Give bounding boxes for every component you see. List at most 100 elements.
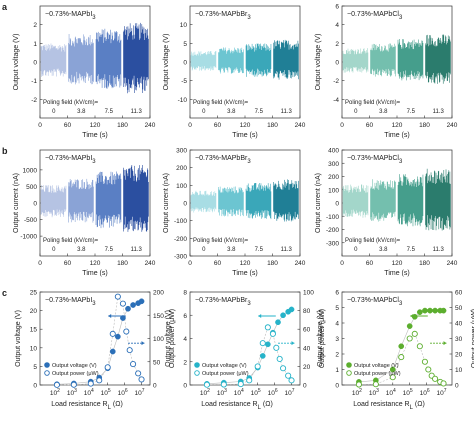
x-tick-label: 102	[200, 388, 210, 397]
y-tick-label: -100	[326, 214, 339, 221]
x-axis-label: Load resistance RL (Ω)	[201, 401, 273, 411]
legend-voltage-label: Output voltage (V)	[202, 363, 247, 369]
y-tick-label: 0	[335, 383, 339, 390]
poling-field-value: 3.8	[227, 247, 236, 253]
signal-segment-11.3	[123, 22, 149, 94]
x-tick-label: 106	[420, 388, 430, 397]
chart-title: −0.73%-MAPbI3	[45, 155, 96, 165]
x-tick-label: 60	[366, 122, 374, 129]
poling-field-value: 3.8	[227, 109, 236, 115]
y2-tick-label: 60	[455, 290, 463, 297]
power-point	[421, 358, 428, 365]
x-tick-label: 103	[67, 388, 77, 397]
poling-field-value: 7.5	[255, 109, 264, 115]
x-tick-label: 120	[90, 122, 101, 129]
legend-power-label: Output power (μW)	[202, 371, 249, 377]
power-point	[119, 300, 126, 307]
power-point	[123, 328, 130, 335]
y2-axis-label: Output power (μW)	[471, 309, 474, 368]
power-point	[406, 335, 413, 342]
power-point	[87, 380, 94, 387]
y-tick-label: 2	[183, 359, 187, 366]
y2-tick-label: 50	[455, 305, 463, 312]
voltage-point	[422, 307, 428, 314]
poling-field-label: Poling field (kV/cm)=	[193, 238, 249, 244]
chart-panel-b-1: −0.73%-MAPbI3 -1000 -500 0 500 1000 0 60 120 180 2…	[13, 149, 156, 277]
x-tick-label: 0	[340, 122, 344, 129]
y-tick-label: 1	[335, 367, 339, 374]
x-tick-label: 120	[392, 122, 403, 129]
legend-power-marker	[44, 370, 50, 376]
power-point	[440, 380, 447, 387]
x-tick-label: 180	[117, 260, 128, 267]
legend-voltage-label: Output voltage (V)	[354, 363, 399, 369]
x-tick-exponent: 2	[57, 388, 60, 394]
voltage-point	[398, 343, 405, 350]
x-tick-exponent: 6	[275, 388, 278, 394]
x-tick-label: 0	[340, 260, 344, 267]
poling-field-value: 7.5	[407, 247, 416, 253]
voltage-point	[280, 312, 286, 319]
x-tick-exponent: 4	[241, 388, 244, 394]
y-tick-label: 5	[33, 364, 37, 371]
y-axis-label: Output voltage (V)	[13, 34, 20, 91]
legend-power-marker	[346, 370, 352, 376]
y-tick-label: 1000	[23, 167, 38, 174]
power-point	[273, 344, 280, 351]
signal-segment-0	[342, 48, 369, 73]
y-axis-label: Output voltage (V)	[15, 310, 22, 367]
x-tick-label: 60	[64, 122, 72, 129]
x-axis-label-subscript: L	[108, 405, 112, 411]
signal-segment-7.5	[95, 28, 122, 89]
power-point	[135, 370, 142, 377]
x-tick-label: 60	[214, 260, 222, 267]
signal-segment-7.5	[397, 174, 424, 227]
x-tick-label: 103	[217, 388, 227, 397]
chart-title: −0.73%-MAPbCl3	[347, 11, 403, 21]
x-axis-label: Time (s)	[384, 270, 409, 277]
poling-field-value: 0	[354, 109, 358, 115]
poling-field-value: 3.8	[77, 109, 86, 115]
y2-tick-label: 200	[153, 290, 164, 297]
poling-field-label: Poling field (kV/cm)=	[345, 100, 401, 106]
y-tick-label: 400	[328, 148, 339, 155]
y2-tick-label: 40	[455, 321, 463, 328]
y-axis-label: Output current (nA)	[163, 173, 170, 233]
x-tick-label: 240	[295, 122, 306, 129]
poling-field-value: 3.8	[379, 247, 388, 253]
x-tick-label: 106	[268, 388, 278, 397]
power-point	[114, 293, 121, 300]
y-tick-label: 4	[183, 336, 187, 343]
power-point	[264, 324, 271, 331]
poling-field-value: 11.3	[433, 247, 445, 253]
signal-segment-0	[40, 43, 67, 77]
y-tick-label: 300	[328, 161, 339, 168]
y-tick-label: 2	[335, 41, 339, 48]
x-tick-exponent: 5	[108, 388, 111, 394]
poling-field-value: 11.3	[281, 109, 293, 115]
x-axis-label-subscript: L	[258, 405, 262, 411]
y-tick-label: -5	[181, 78, 187, 85]
poling-field-value: 7.5	[255, 247, 264, 253]
signal-segment-3.8	[68, 34, 94, 85]
voltage-point	[389, 366, 396, 373]
signal-segment-3.8	[218, 186, 244, 217]
voltage-point	[120, 315, 126, 321]
x-tick-label: 107	[285, 388, 295, 397]
panel-letter-b: b	[2, 146, 8, 156]
poling-field-value: 11.3	[281, 247, 293, 253]
y-tick-label: -300	[326, 240, 339, 247]
power-point	[276, 355, 283, 363]
power-point	[254, 363, 261, 370]
y-tick-label: 100	[176, 183, 187, 190]
x-tick-label: 60	[64, 260, 72, 267]
voltage-point	[288, 306, 295, 313]
power-axis-arrowhead	[291, 341, 295, 346]
signal-segment-11.3	[273, 179, 299, 222]
x-tick-exponent: 5	[258, 388, 261, 394]
power-point	[288, 377, 295, 384]
voltage-point	[416, 309, 423, 315]
y-tick-label: 3	[335, 336, 339, 343]
